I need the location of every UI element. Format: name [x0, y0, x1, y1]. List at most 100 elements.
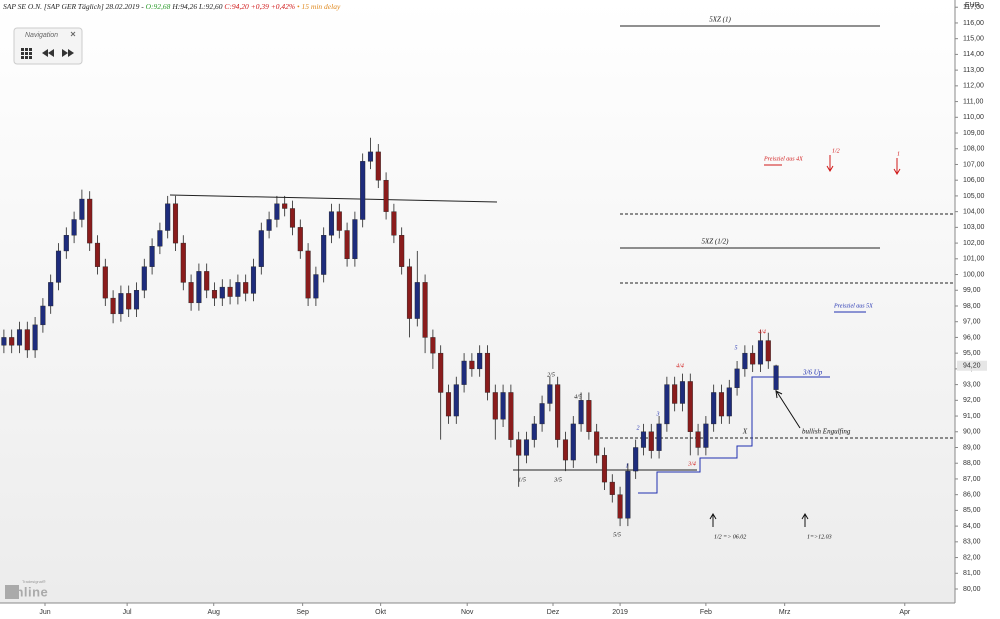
- candles: [1, 137, 779, 527]
- candle-body: [508, 392, 514, 440]
- y-tick-label: 93,00: [963, 381, 981, 388]
- last-price-label: 94,20: [963, 363, 981, 370]
- y-tick-label: 85,00: [963, 507, 981, 514]
- grid-icon[interactable]: [21, 48, 32, 59]
- candle-body: [718, 392, 725, 417]
- y-tick-label: 91,00: [963, 413, 981, 420]
- y-tick-label: 92,00: [963, 397, 981, 404]
- candle-body: [445, 392, 452, 417]
- arrow: [801, 513, 809, 527]
- y-tick-label: 113,00: [963, 67, 984, 74]
- candle-body: [24, 329, 30, 351]
- unit: EUR: [965, 2, 980, 9]
- annotation: 4/4: [676, 362, 684, 369]
- annotation: 3/5: [553, 477, 562, 483]
- candle-body: [633, 447, 639, 472]
- candle-body: [328, 211, 335, 236]
- candle-body: [469, 360, 475, 370]
- y-tick-label: 99,00: [963, 287, 981, 294]
- plot-background: [0, 0, 955, 603]
- candle-body: [516, 439, 522, 456]
- candle-body: [711, 392, 717, 425]
- candle-body: [367, 151, 374, 162]
- annotation: 2: [637, 425, 640, 431]
- candle-body: [266, 219, 272, 231]
- y-tick-label: 104,00: [963, 208, 985, 215]
- candle-body: [188, 282, 194, 304]
- y-tick-label: 80,00: [963, 586, 981, 593]
- annotation: 4/5: [574, 393, 582, 400]
- arrow: [709, 513, 717, 527]
- axes: 80,00 81,00 82,00 83,00 84,00 85,00 86,00 87,00…: [39, 4, 987, 616]
- candle-body: [539, 403, 545, 425]
- candle-body: [679, 381, 686, 404]
- candle-body: [352, 219, 358, 260]
- candle-body: [157, 230, 163, 247]
- candle-body: [461, 360, 467, 385]
- candle-body: [703, 423, 709, 448]
- candle-body: [586, 400, 592, 432]
- stop-line: [638, 376, 830, 494]
- candle-body: [336, 211, 342, 231]
- y-tick-label: 87,00: [963, 476, 981, 483]
- candle-body: [383, 179, 389, 212]
- annotation: 1: [626, 463, 629, 469]
- annotation: 1/5: [518, 477, 526, 483]
- candle-body: [16, 329, 23, 346]
- candle-body: [48, 282, 54, 307]
- last-price-box: [957, 360, 987, 371]
- logo: Tradesignal® online: [5, 579, 48, 599]
- candle-body: [126, 293, 132, 310]
- annotation: X: [742, 428, 748, 436]
- x-tick-label: Jul: [123, 609, 132, 616]
- candle-body: [609, 481, 615, 495]
- candle-body: [438, 352, 444, 393]
- candle-body: [149, 246, 155, 267]
- y-tick-label: 105,00: [963, 193, 985, 200]
- header-open: O:92,68: [146, 2, 171, 11]
- y-tick-label: 100,00: [963, 271, 985, 278]
- candle-body: [375, 151, 381, 181]
- header-low: L:92,60: [198, 2, 223, 11]
- arrow: [826, 155, 834, 172]
- candle-body: [110, 297, 116, 315]
- y-tick-label: 86,00: [963, 492, 981, 499]
- x-tick-label: Mrz: [779, 609, 791, 616]
- back-icon[interactable]: [42, 49, 54, 57]
- y-tick-label: 82,00: [963, 554, 981, 561]
- y-tick-label: 109,00: [963, 130, 985, 137]
- annotation: 3/6 Up: [802, 369, 823, 377]
- candle-body: [71, 219, 77, 236]
- forward-icon[interactable]: [62, 49, 74, 57]
- y-tick-label: 97,00: [963, 319, 981, 326]
- y-tick-label: 84,00: [963, 523, 981, 530]
- annotation: Preisziel aus 4X: [763, 155, 803, 162]
- candle-body: [313, 274, 319, 299]
- y-tick-label: 101,00: [963, 256, 985, 263]
- y-tick-label: 106,00: [963, 177, 985, 184]
- candle-body: [289, 208, 296, 228]
- candle-body: [282, 203, 288, 209]
- x-tick-label: Jun: [39, 609, 50, 616]
- candle-body: [141, 266, 147, 291]
- header-high: H:94,26: [171, 2, 197, 11]
- candle-body: [344, 230, 350, 260]
- candle-body: [562, 439, 569, 461]
- y-tick-label: 114,00: [963, 51, 984, 58]
- candle-body: [102, 266, 108, 299]
- candle-body: [430, 337, 436, 354]
- candle-body: [601, 455, 608, 483]
- candle-body: [555, 384, 561, 440]
- x-tick-label: Feb: [700, 609, 712, 616]
- candle-body: [547, 384, 553, 404]
- candle-body: [55, 250, 62, 283]
- navigation-panel[interactable]: Navigation: [13, 27, 83, 65]
- candle-body: [523, 439, 530, 456]
- y-tick-label: 116,00: [963, 20, 984, 27]
- arrow: [775, 390, 801, 429]
- annotation: 2/5: [547, 372, 555, 378]
- annotation: Preisziel aus 5X: [833, 303, 873, 309]
- close-icon[interactable]: [70, 31, 76, 37]
- candle-body: [570, 423, 576, 461]
- x-tick-label: Dez: [547, 609, 560, 616]
